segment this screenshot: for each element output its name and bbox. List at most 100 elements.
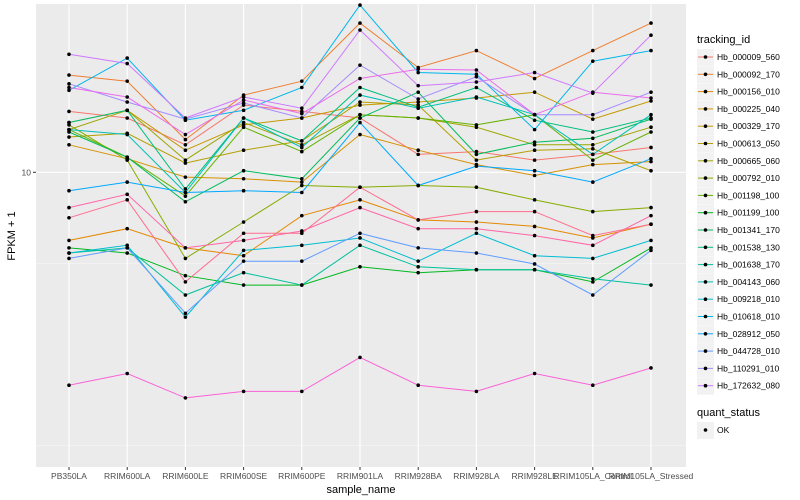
data-point — [591, 143, 595, 147]
data-point — [591, 293, 595, 297]
data-point — [591, 48, 595, 53]
legend-label: Hb_000613_050 — [717, 139, 780, 149]
data-point — [649, 222, 653, 227]
data-point — [649, 116, 653, 120]
data-point — [474, 123, 479, 127]
data-point — [358, 355, 362, 360]
data-point — [649, 159, 653, 164]
data-point — [358, 100, 362, 104]
axes: 10 PB350LA RRIM600LA RRIM600LE RRIM600SE RRIM… — [22, 167, 694, 481]
data-point — [474, 74, 479, 79]
data-point — [183, 315, 188, 319]
data-point — [416, 152, 421, 157]
data-point — [416, 183, 421, 188]
data-point — [183, 194, 188, 198]
legend-key-point — [703, 383, 708, 388]
data-point — [125, 180, 129, 184]
data-point — [125, 116, 129, 120]
data-point — [649, 90, 653, 94]
x-tick-label: RRIM928LA — [453, 471, 500, 481]
data-point — [183, 256, 188, 261]
data-point — [416, 83, 421, 88]
data-point — [649, 246, 653, 250]
legend-label: Hb_000092_170 — [717, 69, 780, 79]
data-point — [67, 135, 71, 139]
data-point — [416, 116, 421, 120]
data-point — [300, 111, 304, 116]
data-point — [183, 293, 188, 297]
data-point — [183, 246, 188, 250]
data-point — [649, 145, 653, 150]
data-point — [125, 100, 129, 104]
x-tick-label: RRIM600LA — [104, 471, 151, 481]
data-point — [532, 224, 537, 229]
y-axis-title: FPKM + 1 — [6, 211, 18, 260]
legend-label: Hb_000156_010 — [717, 87, 780, 97]
x-tick-label: RRIM600LE — [162, 471, 209, 481]
data-point — [241, 220, 246, 224]
data-point — [416, 218, 421, 222]
data-point — [358, 3, 362, 7]
data-point — [300, 259, 304, 263]
data-point — [591, 147, 595, 151]
legend-key-point — [703, 72, 708, 77]
data-point — [532, 267, 537, 272]
data-point — [125, 251, 129, 255]
data-point — [532, 158, 537, 162]
data-point — [241, 253, 246, 258]
data-point — [649, 205, 653, 210]
data-point — [300, 243, 304, 248]
data-point — [67, 127, 71, 132]
data-point — [241, 120, 246, 125]
x-tick-label: RRIM105LA_Control — [554, 471, 633, 481]
data-point — [300, 231, 304, 236]
data-point — [416, 70, 421, 75]
data-point — [358, 116, 362, 120]
legend: tracking_id quant_status Hb_000009_560 Hb… — [697, 34, 780, 439]
data-point — [532, 112, 537, 117]
legend-key-point — [703, 159, 708, 163]
data-point — [125, 243, 129, 248]
data-point — [416, 259, 421, 263]
data-point — [591, 280, 595, 284]
data-point — [358, 132, 362, 137]
data-point — [300, 149, 304, 154]
data-point — [474, 85, 479, 90]
data-point — [649, 213, 653, 218]
data-point — [416, 226, 421, 231]
data-point — [358, 21, 362, 25]
data-point — [532, 148, 537, 153]
data-point — [241, 259, 246, 263]
y-tick-label: 10 — [22, 167, 32, 177]
data-point — [300, 79, 304, 83]
x-tick-label: RRIM901LA — [337, 471, 384, 481]
data-point — [125, 158, 129, 162]
legend-key-point — [703, 176, 708, 180]
shape-legend-label: OK — [717, 425, 730, 435]
data-point — [241, 176, 246, 181]
data-point — [474, 158, 479, 162]
shape-legend-point — [703, 428, 708, 432]
legend-key-point — [703, 297, 708, 302]
legend-key-point — [703, 210, 708, 215]
data-point — [416, 270, 421, 275]
legend-key-point — [703, 107, 708, 111]
data-point — [183, 161, 188, 165]
data-point — [241, 283, 246, 287]
data-point — [532, 168, 537, 173]
legend-label: Hb_172632_080 — [717, 381, 780, 391]
data-point — [358, 93, 362, 97]
legend-title: tracking_id — [697, 34, 750, 46]
x-axis-title: sample_name — [326, 484, 395, 496]
legend-key-point — [703, 262, 708, 267]
data-point — [67, 215, 71, 220]
data-point — [358, 231, 362, 236]
data-point — [67, 82, 71, 86]
data-point — [183, 311, 188, 316]
data-point — [358, 120, 362, 125]
x-tick-label: RRIM600PE — [278, 471, 326, 481]
data-point — [591, 59, 595, 63]
data-point — [474, 267, 479, 272]
legend-key-point — [703, 228, 708, 232]
